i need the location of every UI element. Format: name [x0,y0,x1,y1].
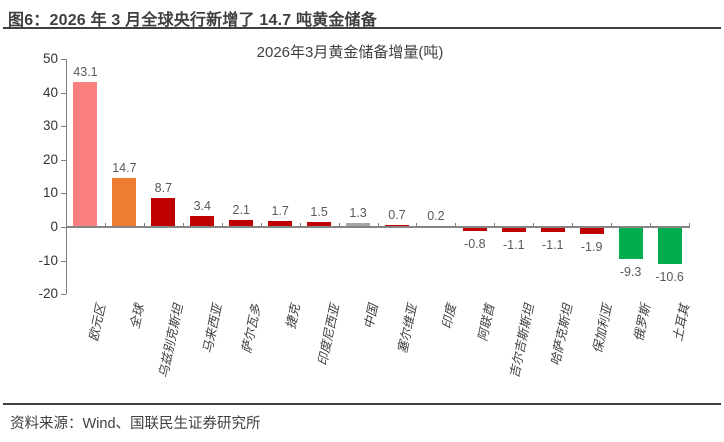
x-axis-label: 印度尼西亚 [315,302,342,367]
x-axis-label: 俄罗斯 [631,302,654,343]
x-axis-label: 吉尔吉斯斯坦 [507,302,537,380]
y-axis-label: 50 [42,51,58,67]
bar-value-label: 3.4 [193,198,211,213]
source-divider [3,403,721,405]
y-axis-label: -10 [38,252,58,268]
bar-value-label: 1.7 [271,204,289,219]
bar-value-label: 43.1 [73,65,98,80]
x-axis-label: 保加利亚 [590,302,615,355]
bar-value-label: 1.5 [310,204,328,219]
axis-tick [104,223,106,228]
axis-tick [182,223,184,228]
x-axis-label: 乌兹别克斯坦 [156,302,186,380]
x-axis-label: 萨尔瓦多 [239,302,264,355]
bar-阿联酋 [462,228,487,231]
x-axis-label: 印度 [439,302,459,331]
chart-title: 2026年3月黄金储备增量(吨) [256,44,444,61]
axis-tick [61,126,66,128]
y-axis-label: -20 [38,286,58,302]
y-axis-line [66,59,67,295]
bar-value-label: -10.6 [655,269,684,284]
bar-value-label: -1.1 [503,237,525,252]
axis-tick [61,294,66,296]
axis-tick [61,193,66,195]
axis-tick [416,223,418,228]
axis-tick [689,223,690,228]
zero-axis-line [66,226,689,228]
y-axis-label: 0 [50,219,58,234]
axis-tick [61,260,66,262]
axis-tick [377,223,379,228]
bar-保加利亚 [579,228,604,235]
bar-value-label: 1.3 [349,205,367,220]
bar-俄罗斯 [618,228,643,260]
bar-中国 [346,222,371,227]
x-axis-label: 塞尔维亚 [395,302,420,355]
bar-印度尼西亚 [307,221,332,227]
axis-tick [650,223,652,228]
bar-value-label: -0.8 [464,236,486,251]
axis-tick [61,159,66,161]
x-axis-label: 中国 [361,302,381,331]
bar-value-label: -9.3 [619,265,642,280]
title-divider [3,27,721,29]
bar-value-label: -1.9 [580,240,603,255]
axis-tick [260,223,262,228]
axis-tick [61,227,66,228]
axis-tick [494,223,496,228]
axis-tick [611,223,613,228]
axis-tick [299,223,301,228]
bar-萨尔瓦多 [229,219,254,227]
bar-塞尔维亚 [384,224,409,227]
bar-value-label: 8.7 [154,180,173,195]
y-axis-label: 20 [42,151,58,167]
bar-全球 [112,177,137,227]
x-axis-label: 欧元区 [86,302,109,343]
bar-value-label: 2.1 [232,202,250,217]
x-axis-label: 阿联酋 [475,302,498,343]
x-axis-label: 全球 [128,302,148,331]
bar-value-label: -1.1 [541,237,564,252]
y-axis-label: 10 [42,185,58,201]
axis-tick [533,223,535,228]
axis-tick [61,59,66,61]
figure-title: 图6：2026 年 3 月全球央行新增了 14.7 吨黄金储备 [8,12,377,29]
bar-乌兹别克斯坦 [151,197,176,227]
axis-tick [61,92,66,94]
axis-tick [338,223,340,228]
y-axis-label: 30 [42,118,58,134]
axis-tick [143,223,145,228]
axis-tick [572,223,574,228]
bar-value-label: 0.2 [427,209,445,223]
bar-土耳其 [657,228,682,264]
x-axis-label: 捷克 [283,302,303,331]
y-axis-label: 40 [42,84,58,100]
bar-马来西亚 [190,215,215,227]
bar-吉尔吉斯斯坦 [501,228,526,232]
x-axis-label: 土耳其 [670,302,693,343]
source-text: 资料来源：Wind、国联民生证券研究所 [10,416,261,432]
axis-tick [221,223,223,228]
bar-value-label: 0.7 [388,207,406,222]
bar-value-label: 14.7 [112,160,137,175]
axis-tick [455,223,457,228]
axis-tick [66,223,67,228]
bar-捷克 [268,221,293,227]
bar-哈萨克斯坦 [540,228,565,232]
x-axis-label: 马来西亚 [200,302,225,355]
bar-欧元区 [73,82,98,227]
x-axis-label: 哈萨克斯坦 [548,302,576,367]
